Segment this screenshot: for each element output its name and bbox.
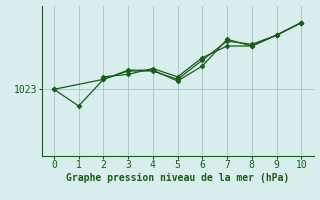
X-axis label: Graphe pression niveau de la mer (hPa): Graphe pression niveau de la mer (hPa) bbox=[66, 173, 289, 183]
